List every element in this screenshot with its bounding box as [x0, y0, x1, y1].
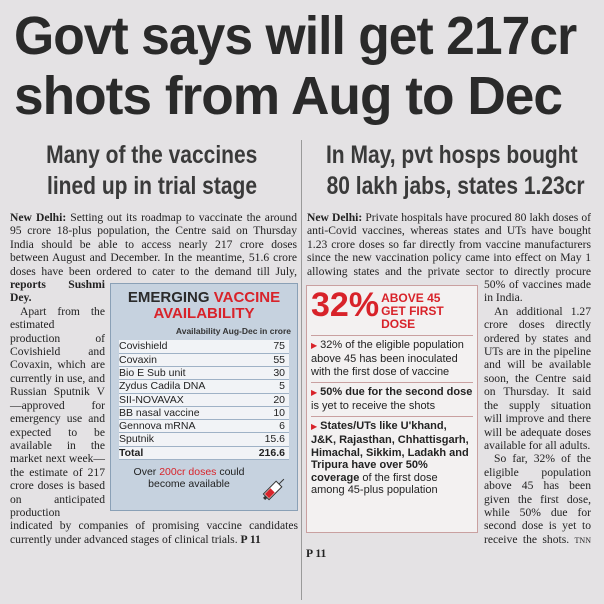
- text-run: P 11: [240, 532, 261, 546]
- text-run: P 11: [306, 547, 327, 561]
- text-run: Private hospitals have procured 80 lakh …: [307, 211, 591, 305]
- text-run: 200cr doses: [159, 466, 217, 479]
- vaccine-doses: 20: [244, 393, 289, 407]
- paragraph: New Delhi: Private hospitals have procur…: [306, 211, 591, 305]
- text-run: reports Sushmi Dey.: [10, 278, 105, 305]
- vaccine-name: Sputnik: [119, 432, 245, 447]
- table-title: EMERGING VACCINE AVAILABILITY: [111, 290, 297, 322]
- right-story: 32%ABOVE 45 GET FIRST DOSE 32% of the el…: [306, 211, 591, 561]
- left-subhead: Many of the vaccines lined up in trial st…: [6, 140, 298, 202]
- text-run: Setting out its roadmap to vaccinate the…: [10, 211, 297, 278]
- left-story: EMERGING VACCINE AVAILABILITY Availabili…: [10, 211, 298, 546]
- subhead-line: In May, pvt hosps bought: [325, 141, 578, 169]
- vaccine-name: Bio E Sub unit: [119, 366, 245, 381]
- vaccine-table: Covishield 75 Covaxin 55 Bio E Sub unit 30 Zyd…: [119, 340, 289, 461]
- table-row: Gennova mRNA 6: [119, 419, 289, 434]
- text-run: States/UTs like U'khand, J&K, Rajasthan,…: [311, 420, 469, 484]
- text-run: So far, 32% of the eligible population a…: [484, 452, 591, 546]
- total-value: 216.6: [244, 446, 289, 461]
- paragraph: An additional 1.27 crore doses directly …: [306, 305, 591, 452]
- table-header: Availability Aug-Dec in crore: [175, 326, 291, 336]
- dose-figure: 32%: [311, 286, 380, 324]
- text-run: Over: [133, 466, 157, 479]
- headline: shots from Aug to Dec: [14, 66, 563, 126]
- subhead-line: 80 lakh jabs, states 1.23cr: [326, 172, 585, 200]
- text-run: TNN: [574, 535, 591, 545]
- table-row: Bio E Sub unit 30: [119, 366, 289, 381]
- vaccine-name: BB nasal vaccine: [119, 406, 245, 421]
- text-run: of the first dose among 45-plus populati…: [311, 471, 438, 497]
- vaccine-doses: 10: [244, 406, 289, 421]
- bullet: 32% of the eligible population above 45 …: [311, 335, 473, 378]
- column-rule: [301, 140, 302, 600]
- subhead-line: Many of the vaccines: [46, 141, 258, 169]
- paragraph: So far, 32% of the eligible population a…: [306, 452, 591, 560]
- vaccine-name: Gennova mRNA: [119, 419, 245, 434]
- text-run: Apart from the estimated production of C…: [10, 304, 298, 546]
- vaccine-doses: 5: [244, 379, 289, 394]
- bullet: 50% due for the second dose is yet to re…: [311, 382, 473, 412]
- vaccine-table-box: EMERGING VACCINE AVAILABILITY Availabili…: [110, 283, 298, 511]
- bullet: States/UTs like U'khand, J&K, Rajasthan,…: [311, 416, 473, 497]
- vaccine-doses: 30: [244, 366, 289, 381]
- paragraph: New Delhi: Setting out its roadmap to va…: [10, 211, 298, 305]
- table-note: Over 200cr doses could become available: [121, 466, 257, 490]
- dose-box: 32%ABOVE 45 GET FIRST DOSE 32% of the el…: [306, 285, 478, 533]
- subhead-line: lined up in trial stage: [46, 172, 258, 200]
- text-run: 50% due for the second dose: [320, 386, 473, 399]
- text-run: could become available: [148, 466, 245, 491]
- headline: Govt says will get 217cr: [14, 6, 577, 66]
- vaccine-name: Zydus Cadila DNA: [119, 379, 245, 394]
- right-subhead: In May, pvt hosps bought 80 lakh jabs, st…: [302, 140, 594, 202]
- vaccine-doses: 15.6: [244, 432, 289, 447]
- text-run: 32% of the eligible population above 45 …: [311, 339, 464, 378]
- vaccine-name: Covishield: [119, 340, 245, 354]
- text-run: VACCINE AVAILABILITY: [153, 289, 281, 322]
- paragraph: Apart from the estimated production of C…: [10, 305, 298, 546]
- vaccine-name: SII-NOVAVAX: [119, 393, 245, 407]
- vaccine-doses: 6: [244, 419, 289, 434]
- text-run: New Delhi:: [307, 211, 363, 224]
- text-run: New Delhi:: [10, 211, 67, 224]
- table-row: BB nasal vaccine 10: [119, 406, 289, 421]
- table-row: SII-NOVAVAX 20: [119, 393, 289, 407]
- table-row: Sputnik 15.6: [119, 432, 289, 447]
- text-run: is yet to receive the shots: [311, 399, 436, 412]
- table-row: Covaxin 55: [119, 353, 289, 368]
- table-total: Total 216.6: [119, 446, 289, 461]
- dose-label: ABOVE 45 GET FIRST DOSE: [381, 291, 444, 331]
- syringe-icon: [262, 478, 285, 501]
- text-run: EMERGING: [127, 289, 210, 306]
- vaccine-doses: 55: [244, 353, 289, 368]
- total-label: Total: [119, 446, 245, 461]
- vaccine-doses: 75: [244, 340, 289, 354]
- table-row: Zydus Cadila DNA 5: [119, 379, 289, 394]
- text-run: An additional 1.27 crore doses directly …: [484, 304, 591, 452]
- vaccine-name: Covaxin: [119, 353, 245, 368]
- table-row: Covishield 75: [119, 340, 289, 354]
